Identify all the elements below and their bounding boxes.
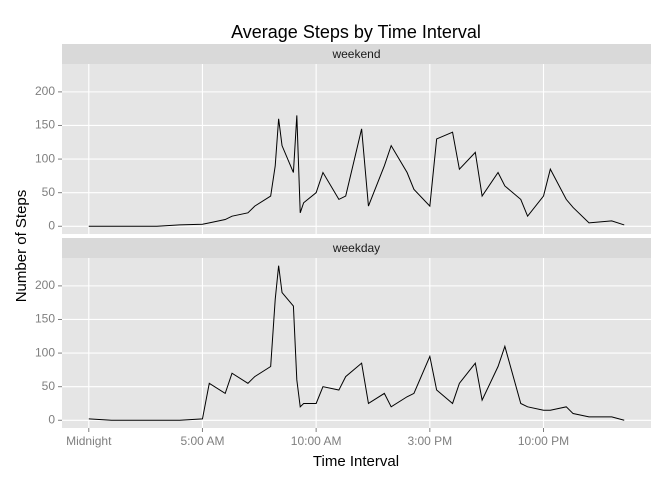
y-tick-label: 50 <box>42 185 56 199</box>
y-tick-label: 100 <box>35 345 55 359</box>
x-tick-label: 10:00 PM <box>518 434 569 448</box>
y-tick-label: 100 <box>35 151 55 165</box>
strip <box>62 44 651 64</box>
y-tick-label: 200 <box>35 278 55 292</box>
y-tick-label: 200 <box>35 84 55 98</box>
y-tick-label: 0 <box>48 412 55 426</box>
x-tick-label: 3:00 PM <box>407 434 452 448</box>
y-tick-label: 150 <box>35 312 55 326</box>
x-tick-label: 10:00 AM <box>291 434 342 448</box>
x-tick-label: 5:00 AM <box>180 434 224 448</box>
y-axis-label: Number of Steps <box>13 190 30 303</box>
strip-label: weekend <box>331 47 380 61</box>
strip-label: weekday <box>332 241 380 255</box>
chart-title: Average Steps by Time Interval <box>231 22 481 42</box>
y-tick-label: 50 <box>42 379 56 393</box>
panel-background <box>62 258 651 428</box>
line <box>88 115 625 227</box>
line <box>88 265 625 421</box>
x-tick-label: Midnight <box>66 434 112 448</box>
y-tick-label: 0 <box>48 218 55 232</box>
strip <box>62 238 651 258</box>
x-axis-label: Time Interval <box>313 453 399 470</box>
y-tick-label: 150 <box>35 118 55 132</box>
